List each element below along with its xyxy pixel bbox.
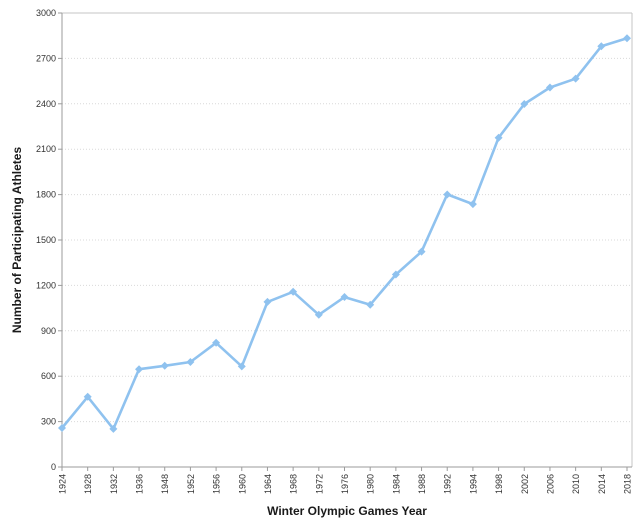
data-point-1924 bbox=[58, 423, 66, 432]
data-point-1964 bbox=[263, 297, 272, 306]
x-tick-label: 2006 bbox=[545, 474, 555, 494]
data-point-2010 bbox=[571, 74, 580, 83]
x-tick-label: 1948 bbox=[160, 474, 170, 494]
y-tick-label: 2400 bbox=[36, 99, 56, 109]
x-axis-title: Winter Olympic Games Year bbox=[267, 504, 427, 518]
data-point-2014 bbox=[597, 42, 606, 51]
data-point-1948 bbox=[160, 361, 169, 370]
y-tick-label: 1200 bbox=[36, 280, 56, 290]
data-point-2006 bbox=[545, 83, 554, 92]
x-tick-label: 1994 bbox=[468, 474, 478, 494]
x-tick-label: 1984 bbox=[391, 474, 401, 494]
y-tick-label: 2100 bbox=[36, 144, 56, 154]
x-tick-label: 1988 bbox=[417, 474, 427, 494]
data-point-1984 bbox=[391, 270, 400, 279]
x-tick-label: 1998 bbox=[494, 474, 504, 494]
x-tick-label: 1936 bbox=[135, 474, 145, 494]
data-point-2002 bbox=[520, 99, 529, 108]
x-tick-label: 2018 bbox=[623, 474, 633, 494]
y-axis-title: Number of Participating Athletes bbox=[10, 146, 24, 334]
x-tick-label: 1964 bbox=[263, 474, 273, 494]
y-tick-label: 0 bbox=[51, 462, 56, 472]
data-point-1932 bbox=[109, 424, 118, 433]
x-tick-label: 1928 bbox=[83, 474, 93, 494]
data-point-1952 bbox=[186, 357, 195, 366]
x-tick-label: 2002 bbox=[520, 474, 530, 494]
data-point-1992 bbox=[443, 190, 452, 199]
x-tick-label: 1980 bbox=[366, 474, 376, 494]
data-point-1972 bbox=[314, 310, 323, 319]
y-tick-label: 300 bbox=[41, 417, 56, 427]
data-point-1976 bbox=[340, 293, 349, 302]
x-tick-label: 1992 bbox=[443, 474, 453, 494]
data-line-participating-athletes bbox=[60, 36, 629, 431]
x-tick-label: 1932 bbox=[109, 474, 119, 494]
x-tick-label: 2010 bbox=[571, 474, 581, 494]
x-tick-label: 1960 bbox=[237, 474, 247, 494]
x-tick-label: 1976 bbox=[340, 474, 350, 494]
x-tick-label: 1968 bbox=[289, 474, 299, 494]
x-tick-label: 1924 bbox=[58, 474, 68, 494]
y-tick-label: 600 bbox=[41, 371, 56, 381]
x-tick-label: 2014 bbox=[597, 474, 607, 494]
y-tick-label: 3000 bbox=[36, 8, 56, 18]
y-tick-label: 900 bbox=[41, 326, 56, 336]
data-point-1968 bbox=[289, 287, 298, 296]
data-point-1994 bbox=[468, 200, 477, 209]
x-tick-label: 1972 bbox=[314, 474, 324, 494]
x-tick-label: 1952 bbox=[186, 474, 196, 494]
data-point-1988 bbox=[417, 247, 426, 256]
data-point-1980 bbox=[366, 300, 375, 309]
data-point-2018 bbox=[623, 34, 631, 43]
x-tick-label: 1956 bbox=[212, 474, 222, 494]
y-tick-label: 1500 bbox=[36, 235, 56, 245]
data-point-1956 bbox=[212, 338, 221, 347]
y-tick-label: 2700 bbox=[36, 53, 56, 63]
data-point-1928 bbox=[83, 392, 92, 401]
data-point-1960 bbox=[237, 362, 246, 371]
y-tick-label: 1800 bbox=[36, 190, 56, 200]
data-point-1998 bbox=[494, 133, 503, 142]
data-point-1936 bbox=[135, 365, 144, 374]
